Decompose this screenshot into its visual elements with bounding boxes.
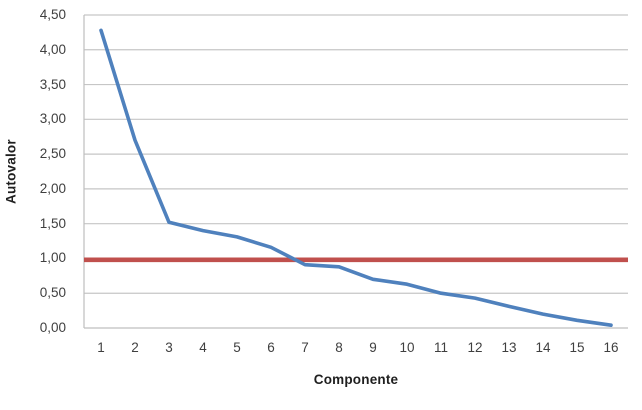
x-tick-label: 8 xyxy=(335,340,343,355)
x-tick-label: 14 xyxy=(535,340,551,355)
y-tick-label: 1,50 xyxy=(39,215,66,231)
y-tick-label: 2,50 xyxy=(39,146,66,162)
x-tick-label: 3 xyxy=(165,340,173,355)
x-tick-label: 16 xyxy=(603,340,619,355)
x-axis-title: Componente xyxy=(313,372,399,387)
x-tick-label: 7 xyxy=(301,340,309,355)
y-tick-label: 3,50 xyxy=(39,76,66,92)
x-tick-label: 12 xyxy=(467,340,483,355)
x-tick-label: 4 xyxy=(199,340,207,355)
x-tick-label: 11 xyxy=(433,340,448,355)
x-tick-label: 9 xyxy=(369,340,377,355)
y-tick-label: 2,00 xyxy=(39,180,66,196)
x-tick-label: 2 xyxy=(131,340,139,355)
y-tick-label: 4,00 xyxy=(39,41,66,57)
y-tick-label: 0,50 xyxy=(39,285,66,301)
y-axis-title: Autovalor xyxy=(3,139,19,204)
y-tick-label: 4,50 xyxy=(39,7,66,22)
x-tick-label: 10 xyxy=(399,340,415,355)
y-tick-label: 3,00 xyxy=(39,111,66,127)
y-tick-label: 1,00 xyxy=(39,250,66,266)
x-tick-label: 5 xyxy=(233,340,241,355)
x-tick-label: 1 xyxy=(97,340,105,355)
x-tick-label: 6 xyxy=(267,340,275,355)
y-tick-label: 0,00 xyxy=(39,320,66,335)
x-tick-label: 15 xyxy=(569,340,585,355)
x-tick-label: 13 xyxy=(501,340,517,355)
eigenvalue-line xyxy=(99,28,613,328)
